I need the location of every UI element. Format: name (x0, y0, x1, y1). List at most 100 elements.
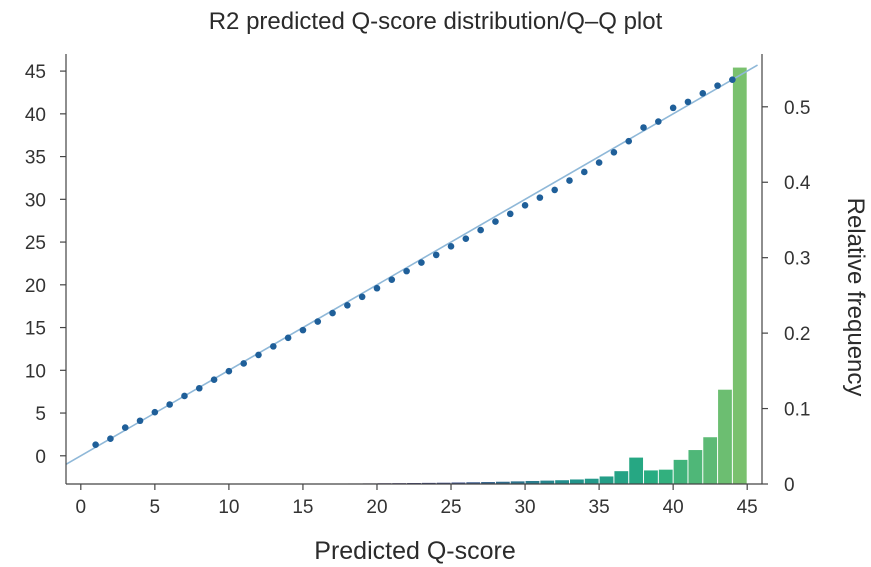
histogram-bar (658, 469, 673, 484)
x-tick-label: 25 (440, 497, 461, 518)
qq-point (181, 392, 188, 400)
y-tick-label: 30 (25, 190, 46, 211)
histogram-bar (569, 479, 584, 484)
qq-point (388, 276, 396, 283)
qq-point (506, 210, 514, 218)
x-tick-label: 45 (737, 497, 758, 518)
x-axis-label: Predicted Q-score (314, 537, 516, 565)
qq-point (358, 293, 366, 301)
qq-point (121, 424, 129, 431)
qq-point (580, 168, 588, 176)
histogram-bar (451, 482, 466, 484)
qq-point (284, 334, 292, 342)
chart-title: R2 predicted Q-score distribution/Q–Q pl… (208, 8, 663, 35)
qq-point (684, 98, 692, 106)
y-tick-label: 25 (25, 233, 46, 254)
qq-point (640, 124, 647, 131)
qq-point (536, 194, 544, 201)
reference-line-layer (65, 64, 758, 466)
qq-point (432, 251, 440, 259)
qq-point (566, 177, 573, 184)
y2-tick-label: 0.3 (784, 249, 810, 270)
histogram-bar (436, 482, 451, 484)
qq-point (373, 284, 381, 292)
histogram-bar (510, 481, 525, 484)
qq-point (477, 226, 484, 234)
qq-point (551, 186, 558, 194)
qq-point (669, 104, 677, 112)
y2-tick-label: 0.2 (784, 324, 810, 345)
histogram-bar (525, 480, 540, 484)
histogram-bar (481, 482, 495, 484)
qq-point (714, 82, 721, 89)
qq-point (270, 343, 277, 350)
histogram-bar (540, 480, 555, 484)
qq-point (151, 408, 159, 416)
right-y-axis-label: Relative frequency (842, 197, 869, 397)
y-tick-label: 40 (25, 105, 46, 126)
histogram-bar (644, 470, 658, 484)
histogram-bar (555, 480, 569, 484)
qq-point (314, 318, 322, 325)
y2-tick-label: 0.5 (784, 98, 810, 119)
qq-point (447, 243, 455, 250)
qq-point (418, 259, 425, 266)
qq-point (521, 202, 529, 209)
qq-points (92, 76, 736, 448)
x-tick-label: 5 (150, 497, 161, 518)
qq-point (240, 360, 248, 367)
y2-tick-label: 0.4 (784, 173, 811, 194)
y-tick-label: 35 (25, 148, 46, 169)
histogram-bar (718, 389, 732, 484)
qq-point (610, 149, 618, 156)
axes: 0 5 10 15 20 25 30 35 40 45 0 5 10 15 20 25 30 35 40 45 0 0.1… (25, 54, 811, 518)
qq-point (107, 435, 114, 442)
histogram-bar (614, 471, 629, 484)
x-tick-label: 15 (292, 497, 313, 518)
x-tick-label: 35 (589, 497, 610, 518)
histogram-bar (599, 476, 614, 484)
qq-point (655, 118, 662, 125)
histogram-bar (629, 457, 644, 484)
qq-point (299, 326, 307, 334)
histogram-bar (688, 450, 703, 484)
x-tick-label: 0 (76, 497, 87, 518)
y2-tick-label: 0.1 (784, 400, 810, 421)
identity-reference-line (65, 64, 758, 466)
y-tick-label: 20 (25, 276, 46, 297)
qq-point (595, 159, 603, 166)
histogram-bar (673, 459, 688, 484)
qq-point (699, 90, 707, 97)
qq-point (92, 441, 99, 448)
qq-point (136, 417, 144, 425)
qq-point (225, 367, 233, 375)
histogram-bar (584, 478, 599, 484)
qq-point (255, 351, 262, 359)
x-tick-label: 30 (514, 497, 535, 518)
qq-point (462, 235, 470, 242)
x-tick-label: 10 (218, 497, 239, 518)
qq-point (195, 384, 203, 392)
qq-point (729, 76, 736, 83)
qq-point (210, 376, 218, 384)
histogram-bar (495, 481, 510, 484)
y-tick-label: 10 (25, 361, 46, 382)
y2-tick-label: 0 (784, 475, 795, 496)
qq-point (403, 267, 410, 275)
qq-point (329, 309, 336, 317)
x-tick-label: 40 (663, 497, 684, 518)
y-tick-label: 15 (25, 319, 46, 340)
qq-point (166, 401, 173, 408)
histogram-bar (703, 437, 718, 484)
qq-point (344, 302, 351, 309)
y-tick-label: 0 (35, 447, 46, 468)
qq-point (625, 137, 633, 145)
x-tick-label: 20 (366, 497, 387, 518)
histogram-bars (303, 67, 747, 485)
qq-point (492, 218, 499, 225)
y-tick-label: 45 (25, 62, 46, 83)
y-tick-label: 5 (35, 404, 46, 425)
histogram-bar (466, 482, 481, 484)
histogram-bar (732, 67, 747, 484)
